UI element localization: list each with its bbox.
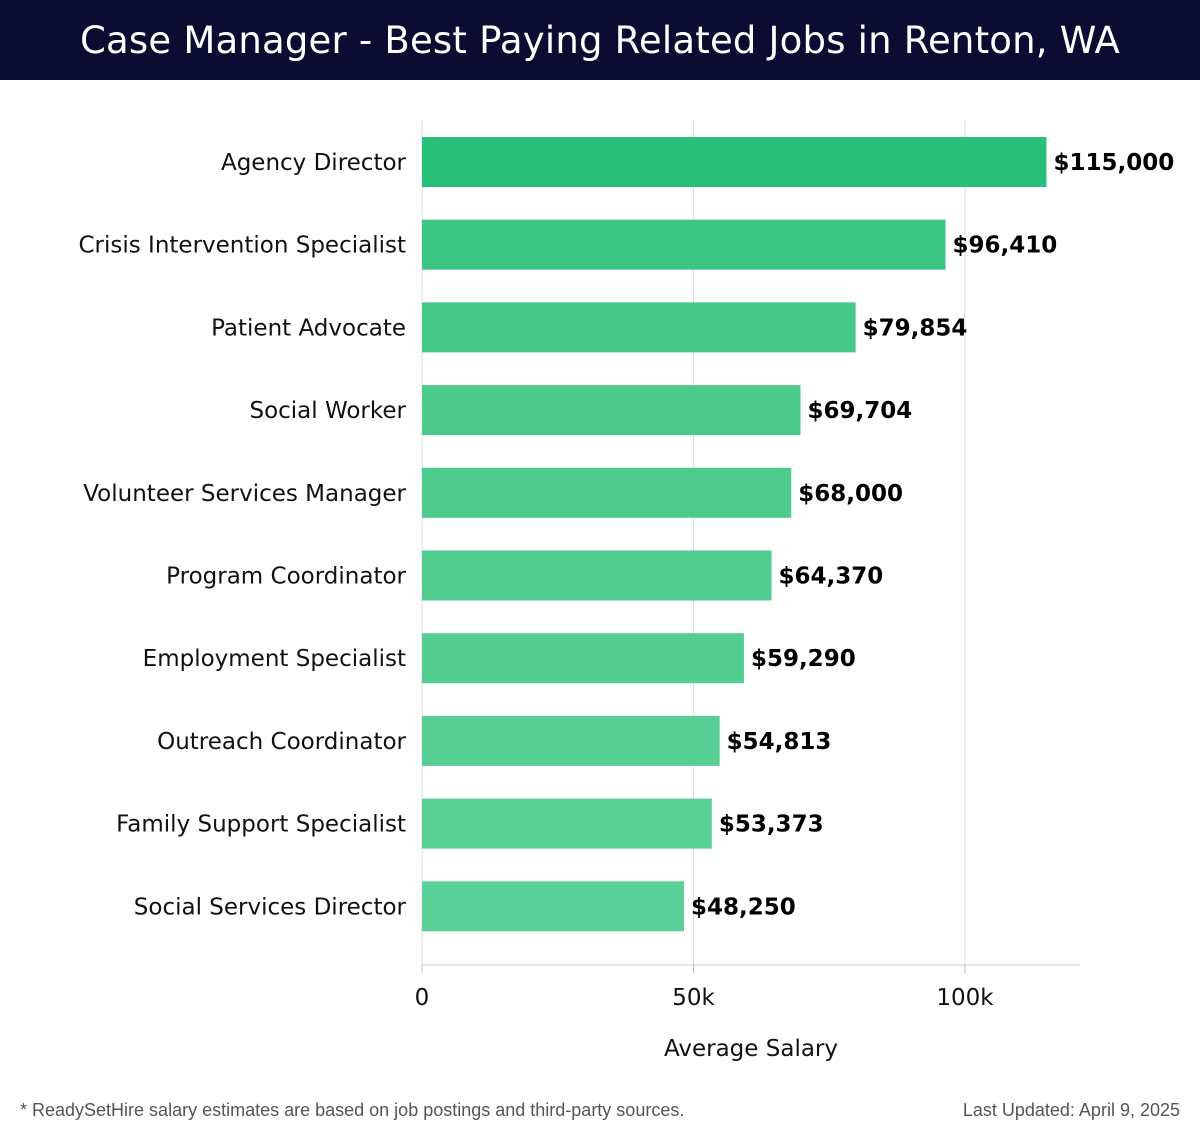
x-tick-label: 50k bbox=[672, 985, 715, 1011]
value-label: $59,290 bbox=[751, 646, 856, 672]
x-tick-label: 100k bbox=[936, 985, 994, 1011]
value-label: $54,813 bbox=[727, 729, 832, 755]
category-label: Social Services Director bbox=[134, 894, 407, 920]
value-label: $96,410 bbox=[953, 233, 1058, 259]
bar bbox=[422, 881, 684, 932]
category-label: Volunteer Services Manager bbox=[83, 481, 406, 507]
title-bar: Case Manager - Best Paying Related Jobs … bbox=[0, 0, 1200, 80]
category-label: Patient Advocate bbox=[211, 315, 406, 341]
category-label: Employment Specialist bbox=[143, 646, 406, 672]
value-label: $69,704 bbox=[807, 398, 912, 424]
category-label: Program Coordinator bbox=[166, 564, 406, 590]
label-layer: Agency Director $115,000 Crisis Interventi… bbox=[78, 150, 1174, 920]
bar bbox=[422, 385, 801, 436]
bar bbox=[422, 302, 856, 353]
chart-title: Case Manager - Best Paying Related Jobs … bbox=[80, 18, 1120, 62]
category-label: Family Support Specialist bbox=[116, 812, 406, 838]
value-label: $53,373 bbox=[719, 812, 824, 838]
bar-chart: Agency Director $115,000 Crisis Interventi… bbox=[78, 120, 1174, 1062]
last-updated: Last Updated: April 9, 2025 bbox=[962, 1100, 1180, 1120]
x-tick-label: 0 bbox=[415, 985, 430, 1011]
category-label: Outreach Coordinator bbox=[157, 729, 406, 755]
footer-note: * ReadySetHire salary estimates are base… bbox=[20, 1100, 685, 1120]
bar bbox=[422, 633, 744, 684]
bar bbox=[422, 798, 712, 849]
x-axis-title: Average Salary bbox=[664, 1036, 838, 1062]
category-label: Crisis Intervention Specialist bbox=[78, 233, 406, 259]
bar bbox=[422, 715, 720, 766]
value-label: $79,854 bbox=[863, 315, 968, 341]
value-label: $68,000 bbox=[798, 481, 903, 507]
bar-layer bbox=[422, 137, 1047, 932]
bar bbox=[422, 137, 1047, 187]
category-label: Social Worker bbox=[249, 398, 406, 424]
category-label: Agency Director bbox=[221, 150, 407, 176]
value-label: $48,250 bbox=[691, 894, 796, 920]
value-label: $64,370 bbox=[779, 564, 884, 590]
bar bbox=[422, 219, 946, 270]
bar bbox=[422, 467, 792, 518]
bar bbox=[422, 550, 772, 601]
value-label: $115,000 bbox=[1053, 150, 1174, 176]
axis-layer: 0 50k 100k bbox=[415, 964, 1080, 1011]
